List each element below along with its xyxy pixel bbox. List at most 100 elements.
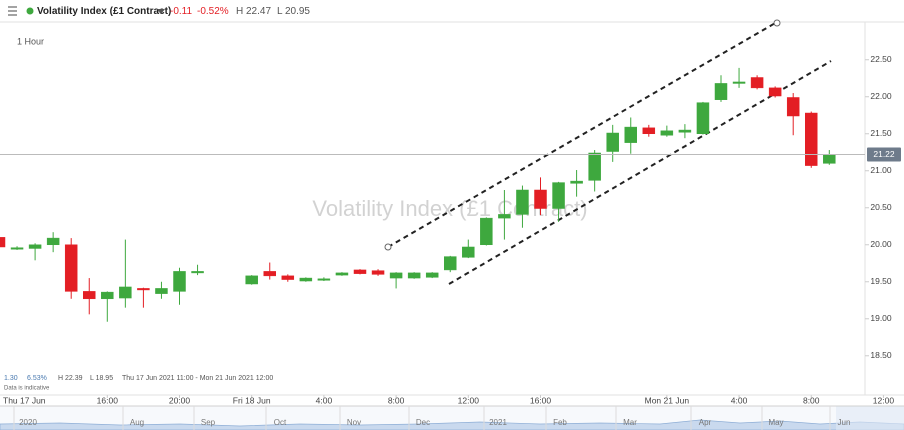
y-tick-label: 22.00 [870, 91, 892, 101]
low-label: L 20.95 [277, 6, 310, 17]
x-tick-label: 4:00 [316, 395, 333, 405]
candle-body [642, 127, 656, 135]
candle-body [570, 180, 583, 184]
candle-body [335, 272, 349, 276]
candle-body [534, 189, 547, 209]
instrument-title[interactable]: Volatility Index (£1 Contract) [37, 6, 171, 17]
navigator-label: Apr [699, 418, 712, 427]
navigator-label: 2021 [489, 418, 507, 427]
trend-line-upper[interactable] [387, 21, 778, 248]
candle-body [353, 269, 367, 274]
candle-body [786, 97, 800, 117]
candle-body [245, 275, 258, 285]
navigator-label: Jun [838, 418, 851, 427]
x-tick-label: 12:00 [458, 395, 480, 405]
stat: 6.53% [27, 375, 47, 382]
x-tick-label: 16:00 [530, 395, 552, 405]
x-tick-label: 12:00 [873, 395, 895, 405]
y-tick-label: 20.00 [870, 239, 892, 249]
x-tick-label: 16:00 [97, 395, 119, 405]
candle-body [299, 277, 313, 282]
navigator-label: 2020 [19, 418, 37, 427]
menu-icon[interactable] [8, 6, 17, 16]
x-tick-label: 8:00 [803, 395, 820, 405]
x-tick-label: Mon 21 Jun [645, 395, 690, 405]
candle-body [516, 189, 529, 215]
candle-body [281, 275, 295, 280]
trend-handle[interactable] [773, 19, 781, 27]
candle-body [805, 112, 818, 166]
interval-label: 1 Hour [17, 36, 44, 46]
trend-handle[interactable] [384, 243, 392, 251]
candle-body [480, 217, 493, 246]
candle-body [678, 129, 692, 133]
candle-body [101, 291, 114, 300]
navigator-label: Dec [416, 418, 430, 427]
stat: 1.30 [4, 375, 18, 382]
candle-body [606, 132, 619, 152]
trend-line-lower[interactable] [448, 60, 832, 285]
candle-body [10, 247, 24, 250]
navigator-label: Feb [553, 418, 567, 427]
y-tick-label: 18.50 [870, 350, 892, 360]
navigator-window[interactable] [836, 406, 904, 430]
candle-body [660, 130, 674, 136]
stat: H 22.39 [58, 375, 83, 382]
y-tick-label: 21.50 [870, 128, 892, 138]
candle-body [768, 87, 782, 97]
plot [0, 67, 836, 322]
navigator-label: Oct [274, 418, 287, 427]
candle-body [263, 271, 276, 277]
y-tick-label: 21.00 [870, 165, 892, 175]
high-label: H 22.47 [236, 6, 271, 17]
x-tick-label: 4:00 [731, 395, 748, 405]
navigator-label: Mar [623, 418, 637, 427]
candle-body [317, 278, 331, 281]
candle-body [444, 256, 457, 271]
date-range: Thu 17 Jun 2021 11:00 - Mon 21 Jun 2021 … [122, 375, 273, 382]
candle-body [588, 152, 601, 181]
change: -0.11 [170, 6, 192, 17]
candle-body [155, 288, 168, 294]
status-dot [26, 7, 34, 15]
x-tick-label: Fri 18 Jun [233, 395, 271, 405]
last-price-box [867, 147, 901, 162]
y-tick-label: 22.50 [870, 54, 892, 64]
change-pct: -0.52% [197, 6, 229, 17]
x-tick-label: Thu 17 Jun [3, 395, 46, 405]
candle-body [137, 288, 150, 291]
dropdown-arrow[interactable] [157, 9, 165, 14]
candle-body [83, 291, 96, 300]
candle-body [425, 272, 439, 278]
header-bar [0, 0, 904, 22]
navigator-label: Aug [130, 418, 144, 427]
last-price-label: 21.22 [873, 149, 895, 159]
candle-body [714, 83, 728, 100]
candle-body [191, 271, 204, 274]
y-tick-label: 20.50 [870, 202, 892, 212]
candle-body [750, 77, 764, 89]
y-tick-label: 19.50 [870, 276, 892, 286]
candle-body [371, 270, 385, 275]
candle-body [732, 81, 746, 84]
stat: L 18.95 [90, 375, 113, 382]
candle-body [0, 237, 6, 248]
y-tick-label: 19.00 [870, 313, 892, 323]
candle-body [119, 286, 132, 299]
navigator-label: Nov [347, 418, 361, 427]
navigator-label: Sep [201, 418, 216, 427]
candle-body [389, 272, 403, 279]
candle-body [552, 182, 565, 209]
disclaimer: Data is indicative [4, 386, 50, 392]
candle-body [64, 244, 78, 292]
navigator-label: May [768, 418, 783, 427]
candle-body [498, 214, 511, 219]
x-tick-label: 8:00 [388, 395, 405, 405]
candle-body [624, 126, 637, 143]
candle-body [696, 102, 710, 135]
candle-body [407, 272, 421, 279]
candle-body [28, 244, 42, 249]
candle-body [823, 154, 836, 164]
